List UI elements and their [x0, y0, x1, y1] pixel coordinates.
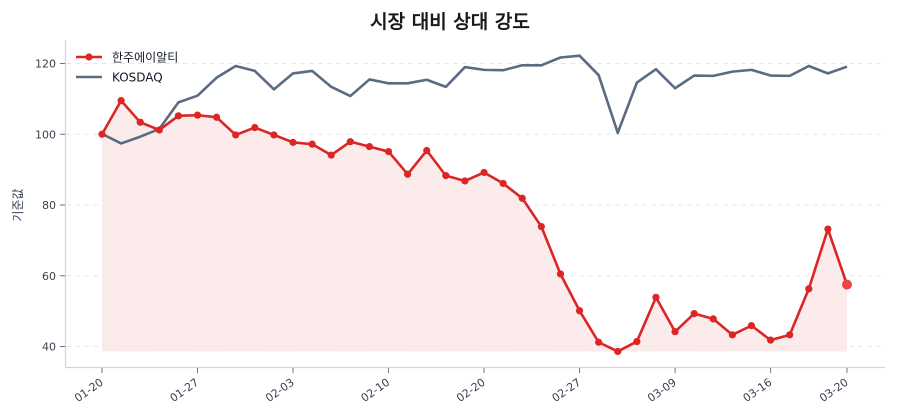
- data-marker: [480, 168, 488, 177]
- data-marker: [213, 113, 221, 121]
- data-marker: [575, 307, 584, 315]
- y-tick-label: 120: [35, 58, 56, 71]
- x-tick-label: 03-09: [645, 376, 679, 405]
- data-marker: [193, 111, 202, 119]
- data-marker: [404, 170, 412, 178]
- data-marker: [690, 310, 698, 318]
- data-marker: [365, 143, 374, 151]
- data-marker: [251, 123, 259, 132]
- x-tick-label: 02-10: [359, 376, 393, 405]
- y-tick-label: 80: [42, 199, 56, 212]
- data-marker: [270, 131, 278, 139]
- x-tick-label: 03-20: [817, 376, 851, 405]
- data-marker: [308, 140, 316, 148]
- data-marker: [766, 336, 775, 344]
- x-tick-label: 02-20: [454, 376, 488, 405]
- series-line: [101, 54, 848, 145]
- legend: 한주에이알티 KOSDAQ: [76, 51, 178, 85]
- x-tick-label: 02-27: [550, 376, 584, 405]
- series-line: [100, 99, 849, 353]
- highlight-marker: [842, 279, 852, 290]
- data-marker: [747, 322, 756, 330]
- x-tick-label: 01-20: [72, 376, 106, 405]
- data-marker: [461, 177, 469, 185]
- data-marker: [537, 222, 545, 231]
- data-marker: [174, 112, 183, 120]
- y-tick-label: 100: [35, 128, 56, 141]
- data-marker: [346, 138, 354, 146]
- data-marker: [824, 225, 832, 233]
- legend-label: 한주에이알티: [112, 51, 178, 65]
- x-axis-ticks: 01-20 01-27 02-03 02-10 02-20 02-27 03-09 03-16…: [72, 368, 851, 405]
- data-marker: [556, 270, 565, 278]
- series-lines: [98, 54, 852, 356]
- data-marker: [136, 118, 144, 126]
- data-marker: [652, 293, 660, 301]
- data-marker: [614, 347, 622, 356]
- data-marker: [671, 328, 679, 336]
- data-marker: [709, 315, 717, 323]
- y-tick-label: 60: [42, 270, 56, 283]
- data-marker: [595, 338, 603, 346]
- data-marker: [232, 131, 240, 139]
- data-marker: [499, 179, 507, 188]
- y-tick-label: 40: [42, 341, 56, 354]
- fill-area-stock: [102, 100, 847, 352]
- data-marker: [423, 146, 431, 155]
- x-tick-label: 03-16: [741, 376, 775, 405]
- data-marker: [384, 147, 393, 156]
- data-marker: [728, 331, 736, 339]
- axes: [64, 40, 885, 369]
- y-axis-ticks: 40 60 80 100 120: [35, 58, 65, 354]
- data-marker: [805, 285, 813, 293]
- data-marker: [117, 97, 125, 105]
- y-axis-label: 기준값: [11, 188, 25, 221]
- data-marker: [98, 130, 106, 138]
- legend-label: KOSDAQ: [112, 71, 163, 85]
- legend-marker: [85, 53, 93, 61]
- data-marker: [786, 331, 794, 339]
- x-tick-label: 01-27: [168, 376, 202, 405]
- data-marker: [442, 172, 450, 180]
- x-tick-label: 02-03: [263, 376, 297, 405]
- data-marker: [155, 126, 163, 134]
- data-marker: [518, 194, 526, 202]
- series-fill-area: [102, 100, 847, 352]
- data-marker: [633, 337, 641, 346]
- chart-title: 시장 대비 상대 강도: [370, 11, 530, 33]
- data-marker: [289, 138, 297, 146]
- data-marker: [327, 151, 335, 159]
